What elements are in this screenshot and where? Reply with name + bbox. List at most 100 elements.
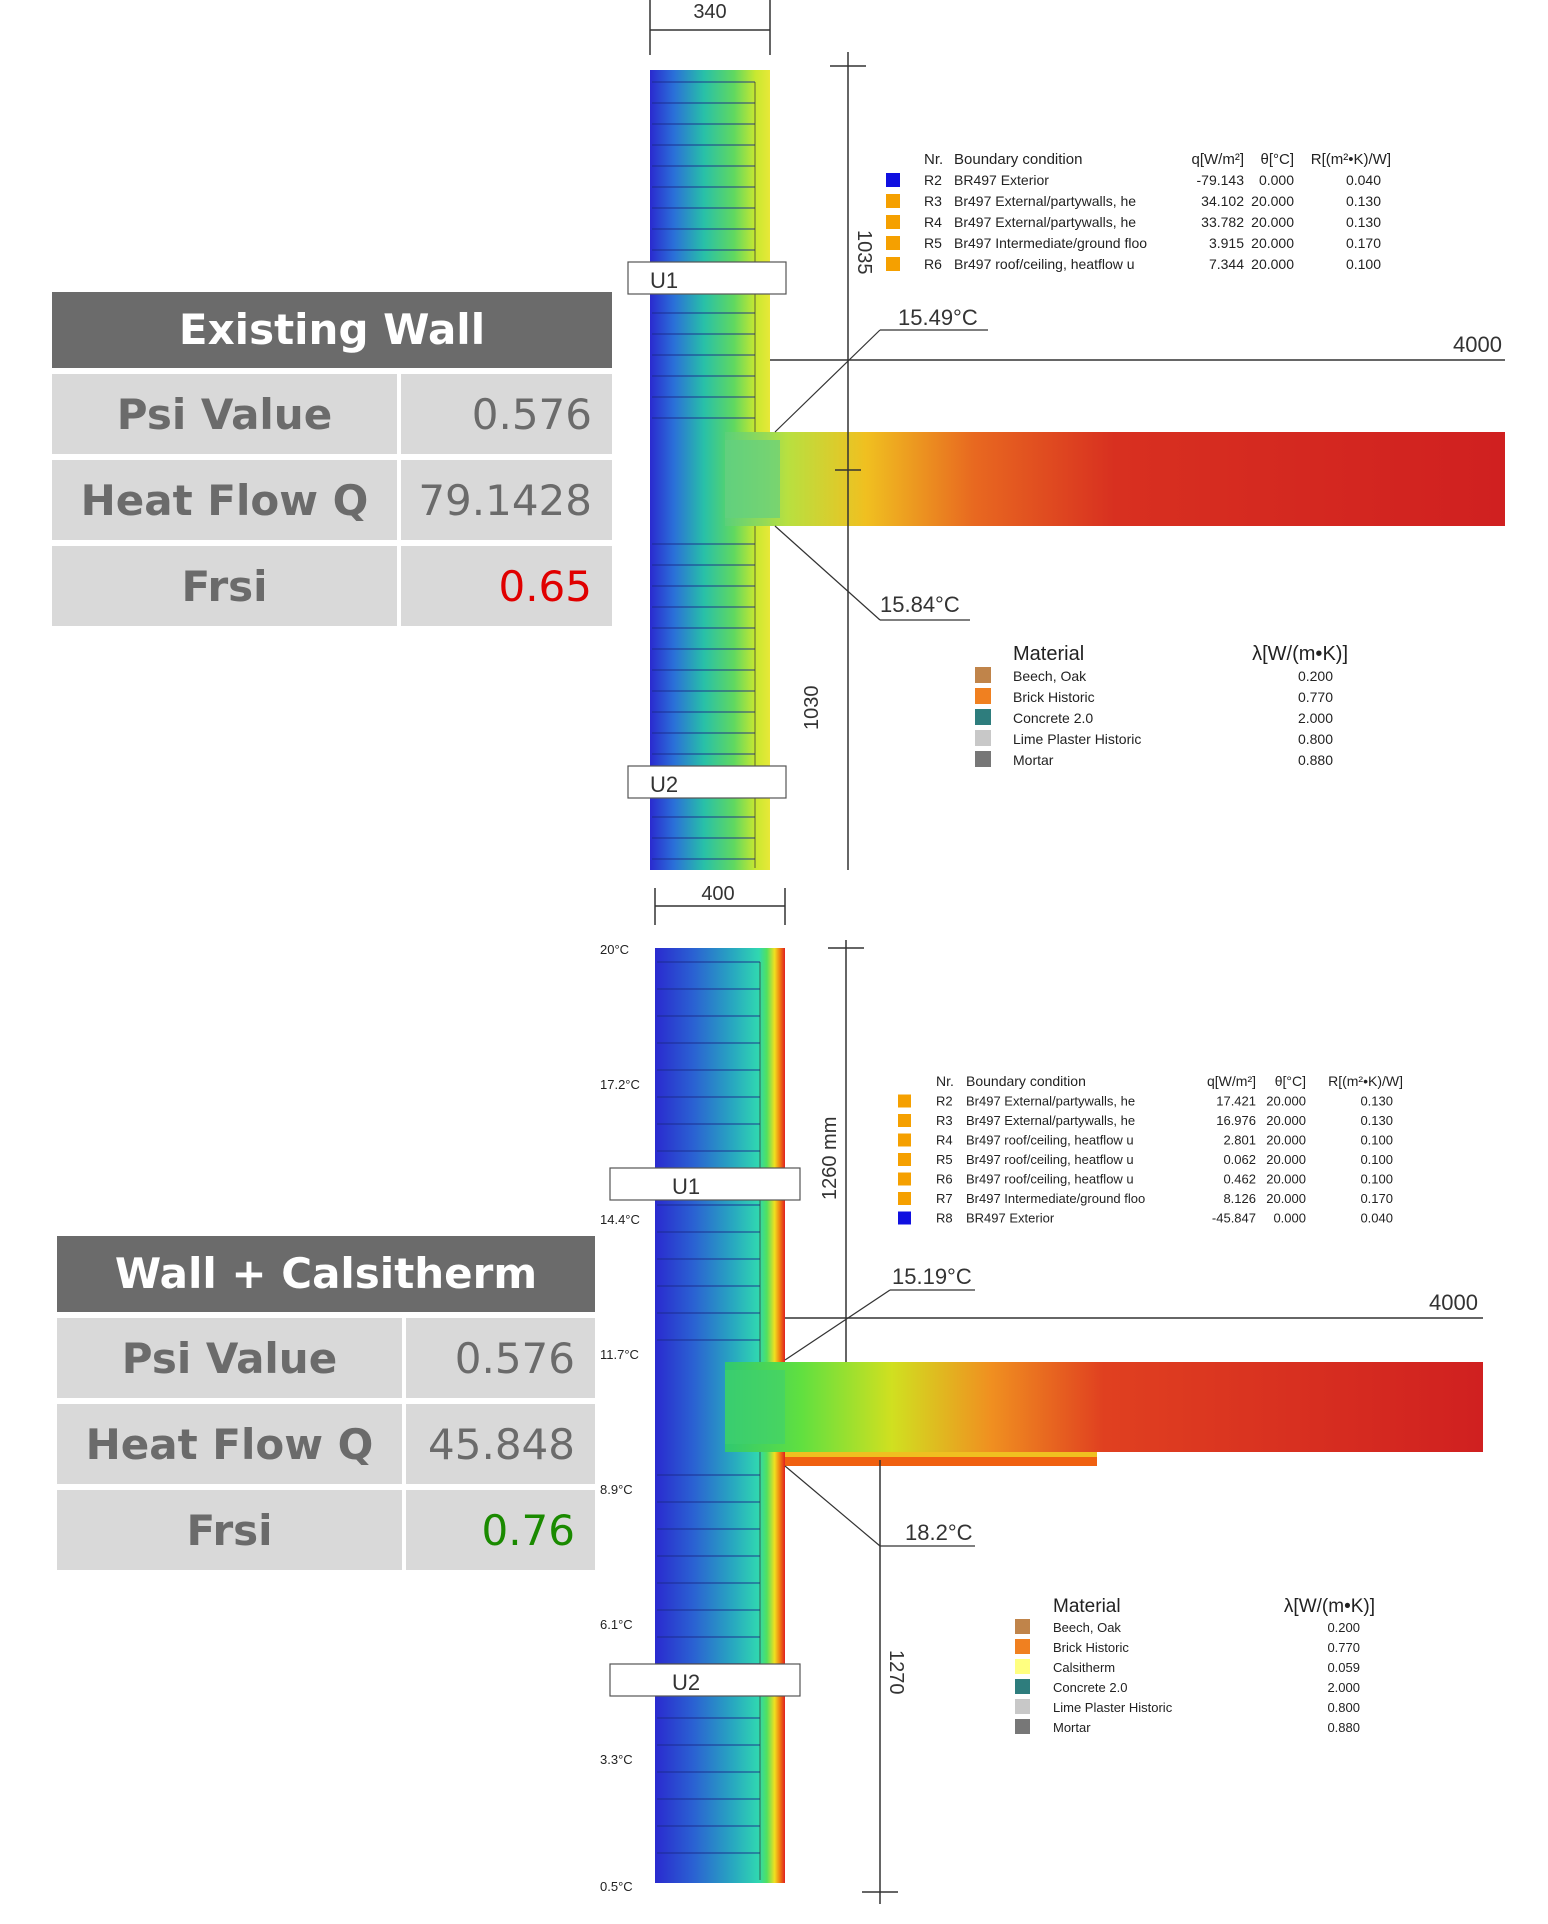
existing-wall-row-frsi: Frsi 0.65 bbox=[52, 546, 612, 626]
bc-nr: R5 bbox=[936, 1152, 953, 1167]
row-value: 45.848 bbox=[406, 1404, 595, 1484]
material-name: Brick Historic bbox=[1013, 689, 1095, 705]
bottom-temperature-scale: 20°C 17.2°C 14.4°C 11.7°C 8.9°C 6.1°C 3.3°C 0.5… bbox=[600, 942, 640, 1894]
bc-r: 0.170 bbox=[1360, 1191, 1393, 1206]
scale-label: 17.2°C bbox=[600, 1077, 640, 1092]
material-name: Calsitherm bbox=[1053, 1660, 1115, 1675]
bc-name: Br497 Intermediate/ground floo bbox=[966, 1191, 1145, 1206]
existing-wall-row-heat-flow: Heat Flow Q 79.1428 bbox=[52, 460, 612, 540]
bc-nr: R3 bbox=[924, 193, 942, 209]
bottom-temp-upper: 15.19°C bbox=[892, 1264, 972, 1289]
bc-name: Br497 roof/ceiling, heatflow u bbox=[966, 1152, 1134, 1167]
material-name: Concrete 2.0 bbox=[1013, 710, 1093, 726]
material-name: Concrete 2.0 bbox=[1053, 1680, 1127, 1695]
bc-header: Boundary condition bbox=[954, 151, 1082, 168]
bc-q: 7.344 bbox=[1209, 256, 1244, 272]
bottom-u1-label: U1 bbox=[672, 1174, 700, 1199]
bc-theta: 20.000 bbox=[1266, 1094, 1306, 1109]
bottom-lower-dimension: 1270 bbox=[885, 1650, 907, 1695]
bottom-u2-label: U2 bbox=[672, 1670, 700, 1695]
material-lambda: 0.800 bbox=[1327, 1700, 1360, 1715]
bc-nr: R6 bbox=[936, 1172, 953, 1187]
material-lambda: 0.770 bbox=[1327, 1640, 1360, 1655]
row-label: Frsi bbox=[52, 546, 397, 626]
bc-header: q[W/m²] bbox=[1192, 151, 1245, 168]
material-header: Material bbox=[1013, 643, 1084, 665]
bc-theta: 20.000 bbox=[1266, 1172, 1306, 1187]
lambda-header: λ[W/(m•K)] bbox=[1284, 1596, 1375, 1617]
top-u1-label: U1 bbox=[650, 268, 678, 293]
scale-label: 14.4°C bbox=[600, 1212, 640, 1227]
scale-label: 20°C bbox=[600, 942, 629, 957]
bc-header: Nr. bbox=[924, 151, 943, 168]
calsitherm-row-heat-flow: Heat Flow Q 45.848 bbox=[57, 1404, 595, 1484]
material-lambda: 2.000 bbox=[1298, 710, 1333, 726]
material-swatch bbox=[1015, 1699, 1030, 1714]
bc-q: 34.102 bbox=[1201, 193, 1244, 209]
bc-color-swatch bbox=[898, 1211, 911, 1225]
bc-r: 0.130 bbox=[1346, 193, 1381, 209]
bc-nr: R8 bbox=[936, 1211, 953, 1226]
bottom-drawing: 20°C 17.2°C 14.4°C 11.7°C 8.9°C 6.1°C 3.3°C 0.5… bbox=[600, 883, 1483, 1904]
bc-header: q[W/m²] bbox=[1207, 1073, 1256, 1089]
material-name: Lime Plaster Historic bbox=[1053, 1700, 1173, 1715]
bottom-width-dimension: 400 bbox=[701, 883, 734, 905]
top-lower-dimension: 1030 bbox=[801, 686, 823, 731]
top-u2-label: U2 bbox=[650, 772, 678, 797]
bc-name: Br497 Intermediate/ground floo bbox=[954, 235, 1147, 251]
bc-r: 0.130 bbox=[1360, 1113, 1393, 1128]
bc-nr: R3 bbox=[936, 1113, 953, 1128]
bc-theta: 0.000 bbox=[1273, 1211, 1306, 1226]
bc-q: -79.143 bbox=[1197, 172, 1245, 188]
bc-q: 0.462 bbox=[1223, 1172, 1256, 1187]
material-name: Mortar bbox=[1053, 1720, 1091, 1735]
material-lambda: 0.880 bbox=[1298, 752, 1333, 768]
scale-label: 8.9°C bbox=[600, 1482, 633, 1497]
material-lambda: 0.200 bbox=[1327, 1620, 1360, 1635]
scale-label: 6.1°C bbox=[600, 1617, 633, 1632]
scale-label: 11.7°C bbox=[600, 1347, 639, 1362]
top-width-dimension: 340 bbox=[693, 1, 726, 23]
bc-header: R[(m²•K)/W] bbox=[1328, 1073, 1403, 1089]
material-swatch bbox=[975, 688, 991, 704]
material-name: Mortar bbox=[1013, 752, 1054, 768]
bc-theta: 20.000 bbox=[1251, 193, 1294, 209]
material-name: Beech, Oak bbox=[1053, 1620, 1121, 1635]
bc-name: BR497 Exterior bbox=[954, 172, 1049, 188]
row-label: Psi Value bbox=[52, 374, 397, 454]
existing-wall-card: Existing Wall Psi Value 0.576 Heat Flow … bbox=[52, 292, 612, 626]
bc-color-swatch bbox=[886, 236, 900, 250]
bc-q: 0.062 bbox=[1223, 1152, 1256, 1167]
material-lambda: 0.059 bbox=[1327, 1660, 1360, 1675]
bc-nr: R4 bbox=[936, 1133, 953, 1148]
bc-color-swatch bbox=[898, 1094, 911, 1108]
bc-r: 0.100 bbox=[1360, 1133, 1393, 1148]
bc-color-swatch bbox=[898, 1133, 911, 1147]
top-floor-slab bbox=[725, 432, 1505, 526]
row-label: Psi Value bbox=[57, 1318, 402, 1398]
material-swatch bbox=[975, 751, 991, 767]
calsitherm-row-psi: Psi Value 0.576 bbox=[57, 1318, 595, 1398]
row-value: 0.76 bbox=[406, 1490, 595, 1570]
bottom-floor-slab bbox=[725, 1362, 1483, 1452]
material-swatch bbox=[1015, 1619, 1030, 1634]
bc-color-swatch bbox=[898, 1153, 911, 1166]
bc-header: Nr. bbox=[936, 1073, 954, 1089]
bottom-upper-dimension: 1260 mm bbox=[819, 1117, 841, 1200]
bc-q: 8.126 bbox=[1223, 1191, 1256, 1206]
top-floor-dimension: 4000 bbox=[1453, 332, 1502, 357]
lambda-header: λ[W/(m•K)] bbox=[1252, 643, 1348, 665]
bc-header: θ[°C] bbox=[1275, 1073, 1306, 1089]
bottom-material-table: Material λ[W/(m•K)] Beech, Oak 0.200 Brick H… bbox=[1015, 1596, 1375, 1735]
bc-theta: 20.000 bbox=[1251, 214, 1294, 230]
scale-label: 0.5°C bbox=[600, 1879, 633, 1894]
material-swatch bbox=[1015, 1679, 1030, 1694]
material-swatch bbox=[975, 667, 991, 683]
bc-r: 0.040 bbox=[1360, 1211, 1393, 1226]
row-value: 79.1428 bbox=[401, 460, 612, 540]
material-swatch bbox=[975, 709, 991, 725]
material-name: Beech, Oak bbox=[1013, 668, 1087, 684]
material-header: Material bbox=[1053, 1596, 1121, 1617]
top-drawing: 340 1035 1030 4000 15.49°C 15.84°C U1 U2… bbox=[627, 0, 1505, 870]
bc-header: Boundary condition bbox=[966, 1073, 1086, 1089]
